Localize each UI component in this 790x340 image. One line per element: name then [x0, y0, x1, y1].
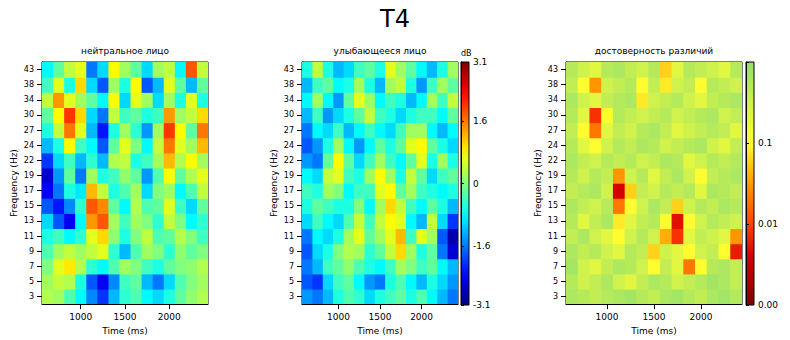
svg-text:5: 5	[289, 277, 294, 286]
svg-text:5: 5	[553, 277, 558, 286]
svg-text:0.1: 0.1	[758, 138, 772, 148]
svg-text:3.1: 3.1	[473, 57, 487, 67]
svg-text:Frequency (Hz): Frequency (Hz)	[269, 149, 279, 217]
svg-text:2000: 2000	[410, 312, 433, 322]
svg-text:1000: 1000	[327, 312, 350, 322]
svg-text:13: 13	[24, 216, 34, 225]
svg-text:15: 15	[284, 201, 294, 210]
svg-text:11: 11	[548, 232, 558, 241]
svg-text:dB: dB	[461, 49, 472, 58]
svg-text:3: 3	[289, 292, 294, 301]
svg-text:7: 7	[289, 262, 294, 271]
svg-text:3: 3	[553, 292, 558, 301]
svg-text:38: 38	[24, 80, 34, 89]
svg-text:9: 9	[553, 247, 558, 256]
svg-text:38: 38	[548, 80, 558, 89]
svg-text:улыбающееся лицо: улыбающееся лицо	[334, 46, 427, 56]
svg-text:1000: 1000	[69, 312, 92, 322]
svg-text:Frequency (Hz): Frequency (Hz)	[9, 149, 19, 217]
svg-text:22: 22	[548, 156, 558, 165]
svg-text:15: 15	[24, 201, 34, 210]
svg-text:43: 43	[24, 65, 34, 74]
svg-text:30: 30	[548, 110, 558, 119]
svg-text:34: 34	[24, 95, 34, 104]
svg-text:11: 11	[284, 232, 294, 241]
svg-text:-3.1: -3.1	[473, 300, 491, 310]
svg-text:7: 7	[29, 262, 34, 271]
svg-text:43: 43	[284, 65, 294, 74]
svg-text:достоверность различий: достоверность различий	[595, 46, 714, 56]
svg-text:3: 3	[29, 292, 34, 301]
svg-text:22: 22	[24, 156, 34, 165]
svg-text:43: 43	[548, 65, 558, 74]
svg-text:19: 19	[24, 171, 34, 180]
svg-text:нейтральное лицо: нейтральное лицо	[81, 46, 169, 56]
svg-text:0.01: 0.01	[758, 219, 778, 229]
svg-text:1000: 1000	[596, 312, 619, 322]
svg-text:Time (ms): Time (ms)	[101, 326, 147, 336]
svg-text:T4: T4	[379, 5, 410, 33]
svg-text:30: 30	[284, 110, 294, 119]
svg-text:17: 17	[284, 186, 294, 195]
svg-text:27: 27	[548, 126, 558, 135]
svg-text:Time (ms): Time (ms)	[356, 326, 402, 336]
svg-text:19: 19	[284, 171, 294, 180]
svg-text:7: 7	[553, 262, 558, 271]
svg-text:5: 5	[29, 277, 34, 286]
svg-text:27: 27	[284, 126, 294, 135]
svg-text:2000: 2000	[689, 312, 712, 322]
svg-text:34: 34	[284, 95, 294, 104]
svg-text:Time (ms): Time (ms)	[630, 326, 676, 336]
svg-text:34: 34	[548, 95, 558, 104]
svg-text:24: 24	[548, 141, 558, 150]
svg-text:30: 30	[24, 110, 34, 119]
svg-text:17: 17	[24, 186, 34, 195]
svg-text:1500: 1500	[114, 312, 137, 322]
svg-text:38: 38	[284, 80, 294, 89]
svg-text:-1.6: -1.6	[473, 241, 491, 251]
svg-text:0: 0	[473, 179, 479, 189]
svg-text:17: 17	[548, 186, 558, 195]
svg-text:9: 9	[29, 247, 34, 256]
svg-text:9: 9	[289, 247, 294, 256]
svg-text:0.00: 0.00	[758, 300, 778, 310]
svg-text:15: 15	[548, 201, 558, 210]
svg-text:27: 27	[24, 126, 34, 135]
svg-text:13: 13	[548, 216, 558, 225]
svg-text:11: 11	[24, 232, 34, 241]
svg-text:24: 24	[24, 141, 34, 150]
svg-text:1500: 1500	[643, 312, 666, 322]
svg-text:1.6: 1.6	[473, 116, 488, 126]
svg-text:1500: 1500	[369, 312, 392, 322]
svg-text:19: 19	[548, 171, 558, 180]
svg-text:2000: 2000	[158, 312, 181, 322]
svg-text:22: 22	[284, 156, 294, 165]
svg-text:Frequency (Hz): Frequency (Hz)	[533, 149, 543, 217]
svg-text:24: 24	[284, 141, 294, 150]
svg-text:13: 13	[284, 216, 294, 225]
